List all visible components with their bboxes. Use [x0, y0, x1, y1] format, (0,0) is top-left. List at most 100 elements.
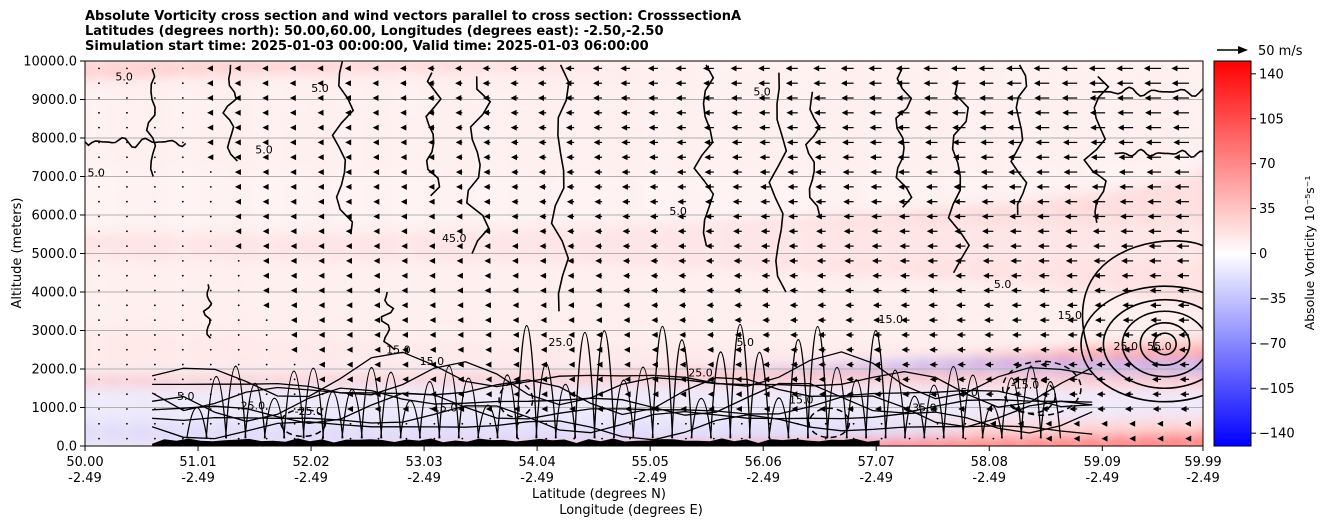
wind-vector-head — [1013, 376, 1020, 383]
wind-vector-head — [982, 243, 989, 250]
wind-vector-head — [814, 109, 820, 116]
plot-area: 5.0 5.0 5.0 45.0 5.0 15.0 15.0 25.0 25.0 5.0 15.0 5… — [84, 60, 1204, 447]
title-line-3: Simulation start time: 2025-01-03 00:00:… — [85, 39, 649, 54]
wind-vector-head — [1157, 435, 1164, 442]
contour-label: 5.0 — [994, 278, 1012, 291]
wind-vector — [237, 408, 240, 410]
wind-vector-head — [565, 65, 572, 72]
negative-contour-line — [1001, 360, 1082, 416]
wind-vector-head — [290, 169, 297, 176]
wind-vector-head — [676, 139, 683, 146]
wind-vector — [265, 378, 268, 381]
wind-vector-head — [1096, 376, 1103, 383]
contour-line — [884, 369, 906, 439]
wind-vector-head — [346, 346, 353, 353]
wind-vector-head — [679, 361, 686, 368]
wind-vector-head — [427, 65, 434, 72]
contour-label: 15.0 — [420, 355, 445, 368]
wind-vector-head — [485, 391, 492, 398]
wind-vector-head — [457, 346, 464, 353]
wind-vector-head — [400, 139, 407, 146]
wind-vector — [181, 363, 184, 366]
wind-vector-head — [566, 154, 573, 161]
x-tick-label-longitude: -2.49 — [181, 471, 215, 486]
contour-label: 5.0 — [669, 205, 687, 218]
wind-vector-head — [567, 213, 573, 220]
wind-vector-head — [429, 272, 436, 279]
colorbar-label: Absolue Vorticity 10⁻⁵s⁻¹ — [1302, 176, 1317, 331]
wind-vector-head — [1094, 287, 1101, 294]
wind-vector-head — [401, 228, 408, 235]
wind-vector-head — [595, 257, 602, 264]
contour-line — [1092, 86, 1203, 97]
wind-vector-head — [762, 317, 769, 324]
wind-vector-head — [541, 391, 548, 398]
wind-vector — [153, 363, 156, 366]
wind-vector — [98, 156, 100, 159]
wind-vector-head — [569, 406, 576, 412]
wind-vector-head — [400, 198, 407, 205]
wind-vector-head — [1036, 169, 1043, 176]
wind-vector-head — [565, 80, 572, 87]
wind-vector-head — [511, 183, 518, 190]
wind-vector-head — [593, 139, 600, 146]
wind-vector-head — [1116, 65, 1123, 72]
wind-vector-head — [1121, 257, 1128, 264]
wind-vector-head — [512, 272, 519, 279]
wind-vector-head — [707, 361, 714, 368]
contour-label: 5.0 — [115, 70, 133, 83]
wind-vector-head — [927, 272, 934, 279]
wind-vector-head — [484, 302, 491, 309]
wind-vector — [824, 437, 827, 440]
wind-vector-head — [624, 391, 631, 398]
wind-vector-head — [346, 361, 353, 368]
wind-vector-head — [346, 257, 352, 264]
contour-line — [1080, 285, 1203, 403]
wind-vector-head — [1117, 109, 1124, 116]
wind-vector-head — [814, 154, 821, 161]
wind-vector-head — [1089, 95, 1096, 101]
wind-vector-head — [927, 243, 934, 250]
wind-vector-head — [704, 169, 711, 176]
wind-vector-head — [234, 109, 241, 116]
wind-vector-head — [1041, 391, 1048, 398]
wind-vector-head — [651, 331, 658, 338]
wind-vector — [209, 245, 212, 247]
wind-vector-head — [485, 376, 492, 383]
wind-vector-head — [843, 228, 850, 235]
wind-vector-head — [485, 331, 492, 338]
contour-line — [671, 339, 693, 439]
wind-vector-head — [402, 331, 408, 338]
wind-vector-head — [621, 139, 628, 146]
wind-vector-head — [1037, 213, 1044, 220]
contour-line — [425, 72, 442, 197]
wind-vector-head — [484, 213, 490, 220]
wind-vector — [153, 156, 156, 159]
contour-label: 35.0 — [912, 401, 937, 414]
wind-vector — [237, 334, 240, 336]
wind-vector-head — [290, 183, 297, 190]
wind-vector-head — [289, 80, 296, 87]
wind-vector-head — [512, 243, 518, 250]
wind-vector — [321, 393, 324, 396]
x-tick-label-longitude: -2.49 — [520, 471, 554, 486]
wind-vector-head — [841, 80, 847, 87]
wind-vector-head — [372, 65, 379, 72]
wind-vector-head — [983, 302, 990, 309]
wind-vector-head — [1118, 139, 1125, 146]
wind-vector — [321, 437, 324, 440]
wind-vector — [98, 67, 100, 70]
wind-vector — [461, 422, 464, 425]
contour-label: 5.0 — [255, 143, 273, 156]
contour-label: 5.0 — [177, 390, 195, 403]
wind-vector-head — [291, 331, 297, 338]
wind-vector-head — [652, 376, 659, 383]
wind-vector-head — [706, 287, 713, 294]
field-blob — [85, 261, 1203, 377]
contour-line — [1152, 332, 1177, 356]
wind-vector-head — [818, 361, 825, 368]
wind-vector-head — [951, 95, 958, 101]
wind-vector-head — [430, 391, 437, 398]
wind-vector-head — [483, 139, 490, 146]
